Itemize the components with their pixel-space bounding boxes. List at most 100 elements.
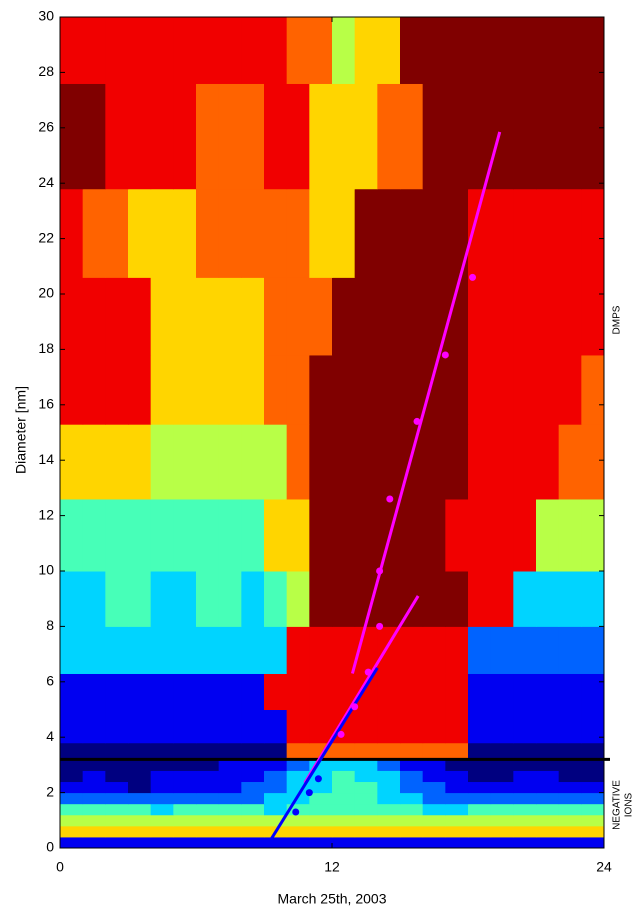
heatmap-cell (82, 673, 106, 710)
heatmap-cell (468, 17, 492, 84)
heatmap-cell (468, 792, 492, 805)
heatmap-cell (422, 836, 446, 849)
heatmap-cell (82, 188, 106, 278)
heatmap-cell (60, 803, 84, 816)
heatmap-cell (581, 836, 605, 849)
heatmap-cell (581, 354, 605, 425)
data-point (351, 703, 359, 711)
heatmap-cell (468, 498, 492, 572)
heatmap-cell (82, 709, 106, 744)
heatmap-cell (513, 571, 537, 627)
heatmap-cell (354, 742, 378, 760)
heatmap-cell (354, 17, 378, 84)
heatmap-cell (354, 803, 378, 816)
heatmap-cell (513, 759, 537, 771)
heatmap-cell (82, 759, 106, 771)
heatmap-cell (173, 83, 197, 190)
heatmap-cell (264, 803, 288, 816)
heatmap-cell (196, 770, 220, 783)
side-label: IONS (624, 792, 635, 817)
heatmap-cell (445, 354, 469, 425)
y-tick-label: 18 (38, 340, 54, 356)
heatmap-cell (468, 770, 492, 783)
heatmap-cell (445, 742, 469, 760)
heatmap-cell (558, 83, 582, 190)
heatmap-cell (60, 17, 84, 84)
heatmap-cell (445, 781, 469, 794)
x-axis-label: March 25th, 2003 (278, 891, 387, 907)
heatmap-cell (196, 673, 220, 710)
heatmap-cell (218, 83, 242, 190)
heatmap-cell (105, 277, 129, 356)
heatmap-cell (354, 792, 378, 805)
heatmap-cell (581, 424, 605, 500)
heatmap-cell (490, 742, 514, 760)
heatmap-cell (468, 814, 492, 827)
heatmap-cell (581, 770, 605, 783)
heatmap-cell (377, 759, 401, 771)
heatmap-cell (490, 83, 514, 190)
heatmap-cell (445, 836, 469, 849)
heatmap-cell (332, 836, 356, 849)
heatmap-cell (241, 770, 265, 783)
heatmap-cell (82, 825, 106, 838)
heatmap-cell (241, 742, 265, 760)
heatmap-cell (332, 571, 356, 627)
heatmap-cell (332, 498, 356, 572)
heatmap-cell (400, 277, 424, 356)
heatmap-cell (218, 673, 242, 710)
heatmap-cell (173, 424, 197, 500)
heatmap-cell (128, 571, 152, 627)
heatmap-cell (332, 83, 356, 190)
x-tick-label: 0 (56, 859, 64, 875)
heatmap-cell (150, 626, 174, 674)
heatmap-cell (332, 626, 356, 674)
heatmap-cell (490, 424, 514, 500)
heatmap-cell (105, 781, 129, 794)
heatmap-cell (196, 803, 220, 816)
heatmap-cell (468, 742, 492, 760)
y-tick-label: 6 (46, 673, 54, 689)
heatmap-cell (581, 825, 605, 838)
heatmap-cell (354, 571, 378, 627)
heatmap-cell (82, 814, 106, 827)
heatmap-cell (332, 792, 356, 805)
heatmap-cell (105, 709, 129, 744)
heatmap-cell (332, 673, 356, 710)
heatmap-cell (468, 825, 492, 838)
heatmap-cell (513, 626, 537, 674)
heatmap-cell (468, 673, 492, 710)
heatmap-cell (422, 770, 446, 783)
heatmap-cell (173, 709, 197, 744)
heatmap-cell (286, 781, 310, 794)
heatmap-cell (218, 770, 242, 783)
heatmap-cell (513, 188, 537, 278)
heatmap-cell (377, 825, 401, 838)
data-point (337, 730, 345, 738)
heatmap-cell (377, 673, 401, 710)
heatmap-cell (241, 759, 265, 771)
heatmap-cell (377, 277, 401, 356)
heatmap-cell (400, 354, 424, 425)
heatmap-cell (128, 814, 152, 827)
heatmap-cell (332, 354, 356, 425)
heatmap-cell (128, 759, 152, 771)
heatmap-cell (377, 17, 401, 84)
heatmap-cell (150, 742, 174, 760)
heatmap-cell (286, 498, 310, 572)
y-tick-label: 4 (46, 728, 54, 744)
heatmap-cell (354, 814, 378, 827)
heatmap-cell (445, 825, 469, 838)
heatmap-cell (286, 825, 310, 838)
heatmap-cell (60, 673, 84, 710)
heatmap-cell (558, 742, 582, 760)
heatmap-cell (558, 498, 582, 572)
heatmap-cell (264, 770, 288, 783)
heatmap-cell (490, 626, 514, 674)
heatmap-cell (196, 571, 220, 627)
heatmap-cell (422, 188, 446, 278)
heatmap-cell (241, 354, 265, 425)
heatmap-cell (128, 188, 152, 278)
heatmap-cell (173, 836, 197, 849)
heatmap-cell (536, 277, 560, 356)
